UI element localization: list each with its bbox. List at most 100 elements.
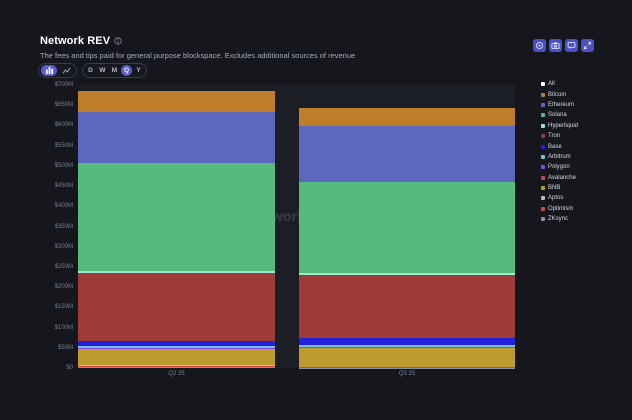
- bar-chart-icon: [45, 66, 53, 75]
- y-tick-label: $200M: [54, 284, 73, 291]
- info-icon[interactable]: [114, 37, 122, 45]
- bar-segment-ethereum[interactable]: [78, 112, 275, 164]
- range-button-w[interactable]: W: [99, 67, 106, 74]
- stacked-bar-q3-25[interactable]: [299, 107, 515, 368]
- legend-label: Optimism: [548, 205, 574, 212]
- legend-item-hyperliquid[interactable]: Hyperliquid: [541, 121, 578, 131]
- bar-segment-bitcoin[interactable]: [299, 107, 515, 126]
- legend-item-optimism[interactable]: Optimism: [541, 204, 578, 214]
- legend-item-polygon[interactable]: Polygon: [541, 162, 578, 172]
- bar-segment-base[interactable]: [299, 338, 515, 345]
- y-tick-label: $0: [66, 365, 73, 371]
- y-tick-label: $150M: [54, 304, 73, 311]
- legend-label: Tron: [548, 133, 561, 140]
- bar-segment-hyperliquid[interactable]: [299, 272, 515, 275]
- legend-swatch: [541, 196, 545, 201]
- legend-item-zksync[interactable]: ZKsync: [541, 214, 578, 224]
- bar-segment-tron[interactable]: [78, 272, 275, 342]
- line-chart-toggle-button[interactable]: [58, 65, 74, 76]
- legend-item-arbitrum[interactable]: Arbitrum: [541, 152, 578, 162]
- legend-item-base[interactable]: Base: [541, 141, 578, 151]
- legend-label: Polygon: [548, 164, 570, 171]
- legend-swatch: [541, 123, 545, 128]
- y-tick-label: $350M: [54, 223, 73, 230]
- bar-segment-solana[interactable]: [299, 181, 515, 273]
- legend-label: BNB: [548, 185, 561, 192]
- legend-swatch: [541, 154, 545, 159]
- chart-controls: D W M Q Y: [38, 63, 147, 78]
- legend-item-bnb[interactable]: BNB: [541, 183, 578, 193]
- y-tick-label: $250M: [54, 263, 73, 270]
- bar-segment-zksync[interactable]: [78, 367, 275, 368]
- alert-button[interactable]: [533, 39, 546, 52]
- legend-label: Avalanche: [548, 174, 576, 181]
- legend-label: Ethereum: [548, 101, 575, 108]
- y-axis: $0 $50M $100M $150M $200M $250M $300M $350M $400…: [0, 82, 75, 371]
- legend-swatch: [541, 144, 545, 149]
- time-range-toggle: D W M Q Y: [82, 63, 147, 78]
- bar-segment-base[interactable]: [78, 341, 275, 347]
- bar-segment-bitcoin[interactable]: [78, 91, 275, 113]
- legend-swatch: [541, 165, 545, 170]
- legend-swatch: [541, 206, 545, 211]
- range-button-q[interactable]: Q: [121, 65, 132, 76]
- embed-button[interactable]: [565, 39, 578, 52]
- bar-segment-avalanche[interactable]: [78, 348, 275, 350]
- bar-segment-polygon[interactable]: [299, 346, 515, 348]
- y-tick-label: $500M: [54, 162, 73, 169]
- y-tick-label: $600M: [54, 122, 73, 129]
- legend-label: Hyperliquid: [548, 122, 579, 129]
- legend-label: Arbitrum: [548, 153, 571, 160]
- line-chart-icon: [61, 67, 71, 74]
- range-button-d[interactable]: D: [88, 67, 93, 74]
- y-tick-label: $700M: [54, 82, 73, 88]
- legend-swatch: [541, 113, 545, 118]
- chart-subtitle: The fees and tips paid for general purpo…: [40, 51, 356, 60]
- embed-icon: [567, 41, 576, 50]
- bar-segment-arbitrum[interactable]: [78, 346, 275, 348]
- bar-segment-tron[interactable]: [299, 274, 515, 339]
- legend-item-solana[interactable]: Solana: [541, 110, 578, 120]
- legend-item-all[interactable]: All: [541, 79, 578, 89]
- bar-segment-hyperliquid[interactable]: [78, 270, 275, 273]
- screenshot-button[interactable]: [549, 39, 562, 52]
- legend-label: ZKsync: [548, 216, 569, 223]
- bar-segment-arbitrum[interactable]: [299, 344, 515, 347]
- bar-segment-aptos[interactable]: [78, 365, 275, 367]
- legend-swatch: [541, 175, 545, 180]
- bar-chart-toggle-button[interactable]: [41, 65, 57, 76]
- bar-segment-polygon[interactable]: [78, 347, 275, 349]
- alert-icon: [535, 41, 544, 50]
- bar-segment-bnb[interactable]: [299, 348, 515, 367]
- legend-item-tron[interactable]: Tron: [541, 131, 578, 141]
- chart-action-buttons: [533, 39, 594, 52]
- legend-item-bitcoin[interactable]: Bitcoin: [541, 89, 578, 99]
- plot-area[interactable]: Blockworks Research: [78, 85, 515, 368]
- bar-segment-solana[interactable]: [78, 163, 275, 271]
- x-axis: Q2 25 Q3 25: [78, 371, 515, 381]
- chart-legend: All Bitcoin Ethereum Solana Hyperliquid Tron B…: [541, 79, 578, 224]
- y-tick-label: $50M: [57, 344, 73, 351]
- legend-item-avalanche[interactable]: Avalanche: [541, 173, 578, 183]
- bar-segment-avalanche[interactable]: [299, 347, 515, 349]
- y-tick-label: $650M: [54, 102, 73, 109]
- expand-icon: [583, 41, 592, 50]
- legend-item-ethereum[interactable]: Ethereum: [541, 100, 578, 110]
- stacked-bar-q2-25[interactable]: [78, 91, 275, 368]
- page-title: Network REV: [40, 35, 111, 47]
- range-button-m[interactable]: M: [111, 67, 118, 74]
- range-button-y[interactable]: Y: [136, 67, 141, 74]
- legend-item-aptos[interactable]: Aptos: [541, 193, 578, 203]
- chart-type-toggle: [38, 63, 77, 78]
- bar-segment-bnb[interactable]: [78, 349, 275, 366]
- chart-header: Network REV: [40, 35, 122, 47]
- y-tick-label: $400M: [54, 203, 73, 210]
- bar-segment-ethereum[interactable]: [299, 125, 515, 182]
- legend-label: Base: [548, 143, 562, 150]
- fullscreen-button[interactable]: [581, 39, 594, 52]
- legend-label: Aptos: [548, 195, 564, 202]
- y-tick-label: $450M: [54, 183, 73, 190]
- bar-segment-optimism[interactable]: [78, 366, 275, 368]
- legend-swatch: [541, 102, 545, 107]
